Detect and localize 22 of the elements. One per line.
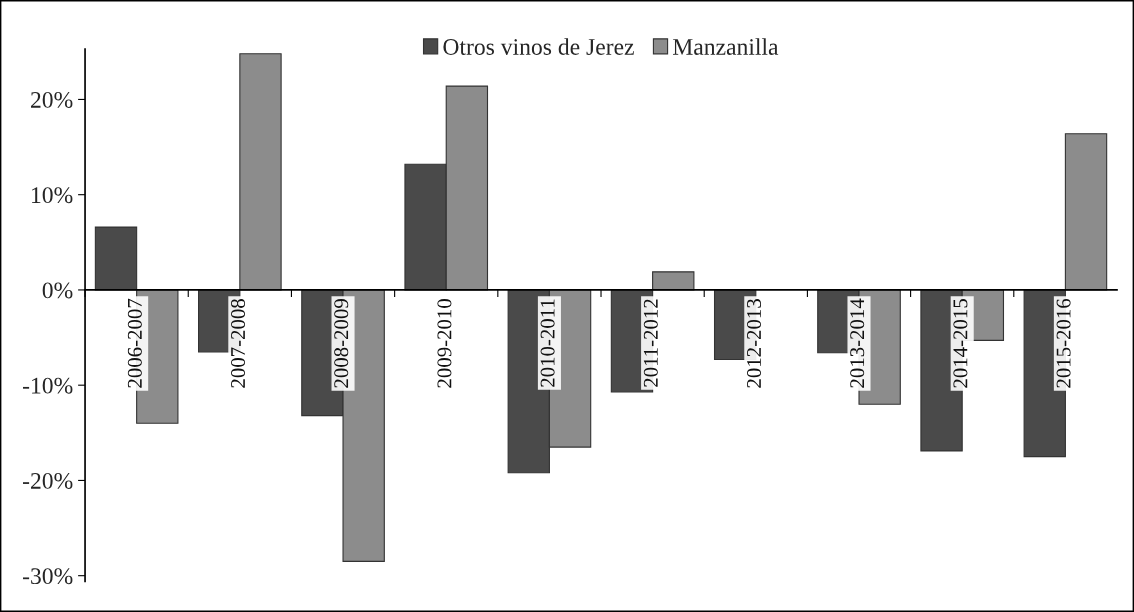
y-tick-label: -20%: [22, 472, 73, 489]
x-tick-label: 2007-2008: [231, 299, 246, 388]
legend-label: Otros vinos de Jerez: [443, 38, 634, 55]
x-tick-label: 2015-2016: [1056, 298, 1071, 388]
y-tick-label: -30%: [22, 568, 73, 585]
y-tick-label: 10%: [32, 187, 73, 204]
x-tick-label: 2011-2012: [643, 299, 658, 387]
y-tick-label: 20%: [31, 91, 73, 108]
bar: [1064, 133, 1108, 291]
bar: [239, 53, 282, 291]
x-tick-label: 2009-2010: [437, 299, 452, 388]
bar: [652, 271, 695, 291]
bar: [94, 226, 138, 291]
x-tick-label: 2008-2009: [334, 299, 349, 388]
y-tick-label: -10%: [22, 377, 73, 394]
x-tick-label: 2010-2011: [540, 299, 555, 387]
x-tick-label: 2012-2013: [746, 299, 762, 388]
legend-label: Manzanilla: [672, 38, 779, 55]
y-tick-label: 0%: [42, 282, 73, 299]
x-tick-label: 2006-2007: [127, 298, 142, 388]
x-tick-label: 2014-2015: [953, 299, 968, 388]
x-tick-label: 2013-2014: [850, 298, 865, 388]
